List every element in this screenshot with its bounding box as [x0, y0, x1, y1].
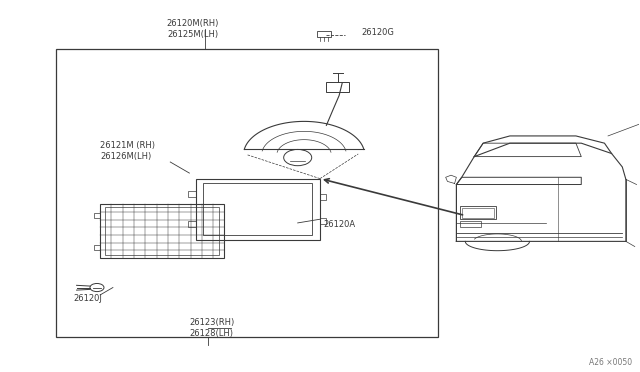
Bar: [320, 218, 326, 224]
Bar: [460, 206, 495, 219]
Bar: [317, 31, 331, 37]
Bar: [56, 49, 438, 337]
Bar: [188, 191, 196, 197]
Bar: [94, 245, 100, 250]
Text: 26120M(RH)
26125M(LH): 26120M(RH) 26125M(LH): [166, 19, 219, 39]
Text: 26120A: 26120A: [323, 220, 355, 229]
Bar: [105, 208, 220, 255]
Bar: [94, 212, 100, 218]
Bar: [320, 194, 326, 200]
Bar: [100, 205, 225, 258]
Text: 26123(RH)
26128(LH): 26123(RH) 26128(LH): [189, 318, 234, 338]
Bar: [460, 221, 481, 227]
Circle shape: [90, 283, 104, 292]
Text: 26121M (RH)
26126M(LH): 26121M (RH) 26126M(LH): [100, 141, 155, 161]
Text: 26120J: 26120J: [73, 294, 102, 303]
Bar: [204, 183, 312, 235]
Circle shape: [284, 150, 312, 166]
Text: A26 ×0050: A26 ×0050: [589, 358, 632, 367]
Bar: [326, 81, 349, 92]
Bar: [188, 221, 196, 227]
Text: 26120G: 26120G: [362, 28, 394, 37]
Bar: [462, 208, 494, 218]
Bar: [196, 179, 320, 240]
